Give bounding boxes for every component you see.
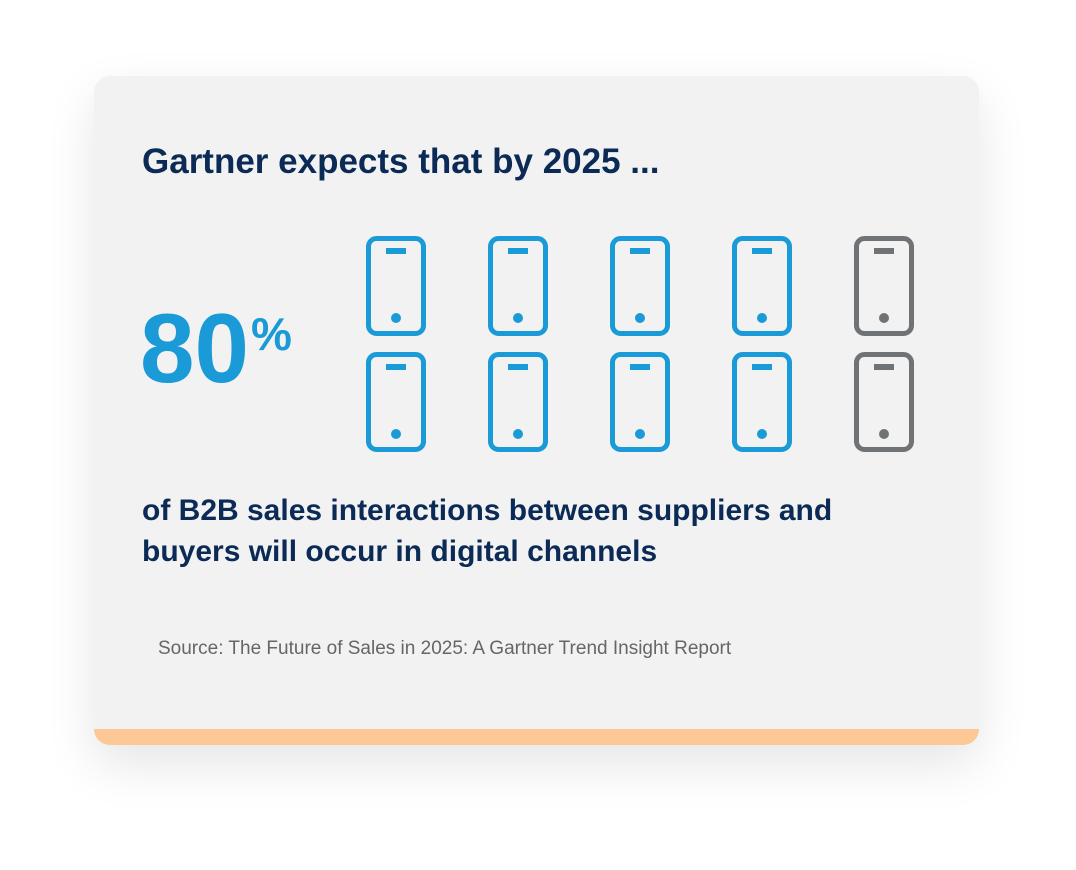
source: Source: The Future of Sales in 2025: A G… bbox=[158, 638, 732, 659]
stat-value: 80 bbox=[140, 293, 249, 403]
phone-body bbox=[366, 236, 426, 336]
description-line: buyers will occur in digital channels bbox=[142, 535, 657, 568]
description-line: of B2B sales interactions between suppli… bbox=[142, 494, 832, 527]
phone-speaker bbox=[386, 364, 406, 370]
phone-body bbox=[854, 352, 914, 452]
phone-button bbox=[391, 429, 401, 439]
phone-icon bbox=[732, 236, 792, 336]
phone-button bbox=[635, 313, 645, 323]
phone-icon bbox=[854, 352, 914, 452]
phone-icon bbox=[488, 236, 548, 336]
phone-speaker bbox=[630, 248, 650, 254]
phone-speaker bbox=[874, 248, 894, 254]
phone-body bbox=[610, 236, 670, 336]
phone-speaker bbox=[630, 364, 650, 370]
phone-speaker bbox=[386, 248, 406, 254]
phone-button bbox=[757, 313, 767, 323]
phone-button bbox=[879, 429, 889, 439]
accent-strip bbox=[94, 729, 979, 745]
phone-speaker bbox=[752, 248, 772, 254]
phone-body bbox=[488, 352, 548, 452]
phone-speaker bbox=[508, 364, 528, 370]
phone-icon bbox=[488, 352, 548, 452]
phone-speaker bbox=[752, 364, 772, 370]
phone-icon bbox=[366, 352, 426, 452]
card bbox=[94, 76, 979, 745]
phone-speaker bbox=[508, 248, 528, 254]
phone-body bbox=[366, 352, 426, 452]
phone-body bbox=[732, 236, 792, 336]
phone-icon bbox=[610, 236, 670, 336]
phone-icon bbox=[854, 236, 914, 336]
phone-button bbox=[391, 313, 401, 323]
phone-icon bbox=[610, 352, 670, 452]
phone-button bbox=[635, 429, 645, 439]
phone-speaker bbox=[874, 364, 894, 370]
phone-icon bbox=[732, 352, 792, 452]
phone-body bbox=[610, 352, 670, 452]
phone-button bbox=[879, 313, 889, 323]
phone-icon bbox=[366, 236, 426, 336]
phone-body bbox=[732, 352, 792, 452]
phone-button bbox=[513, 429, 523, 439]
phone-button bbox=[513, 313, 523, 323]
phone-button bbox=[757, 429, 767, 439]
stat-unit: % bbox=[251, 308, 292, 360]
phone-body bbox=[488, 236, 548, 336]
phone-body bbox=[854, 236, 914, 336]
title: Gartner expects that by 2025 ... bbox=[142, 142, 659, 181]
